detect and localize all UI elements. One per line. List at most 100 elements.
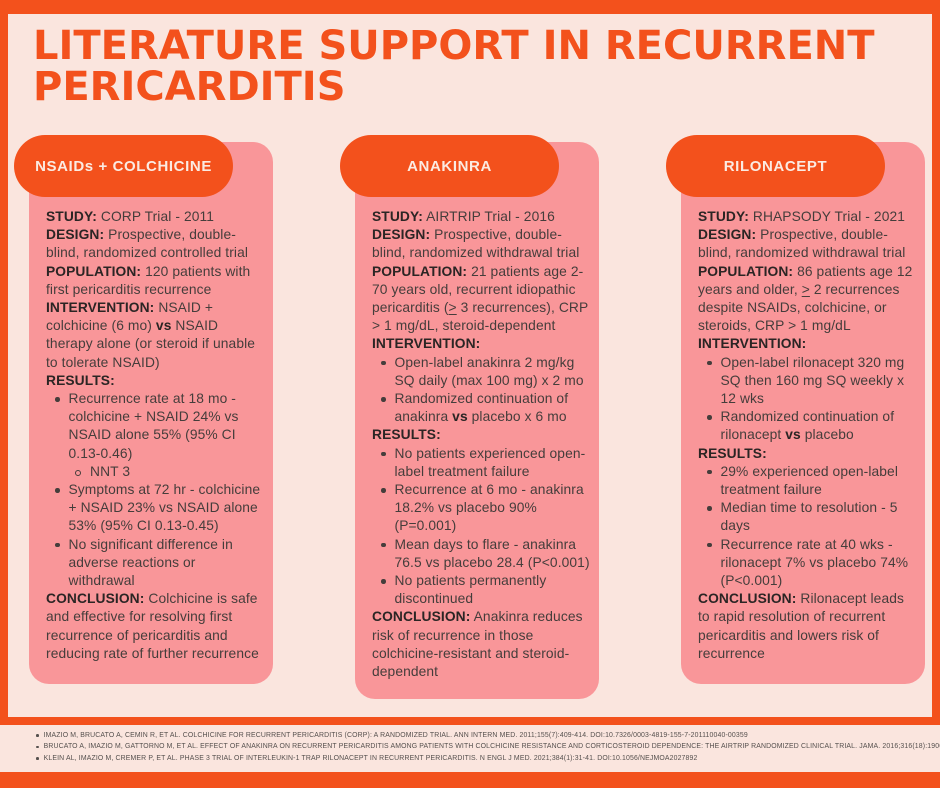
citation-item: IMAZIO M, BRUCATO A, CEMIN R, ET AL. COL…	[36, 732, 924, 740]
field-intervention: INTERVENTION:	[372, 335, 591, 353]
field-label: DESIGN:	[46, 227, 105, 243]
bullet-text: Mean days to flare - anakinra 76.5 vs pl…	[394, 536, 590, 570]
citation-text: BRUCATO A, IMAZIO M, GATTORNO M, ET AL. …	[43, 743, 940, 751]
field-study: STUDY: AIRTRIP Trial - 2016	[372, 209, 555, 224]
circle-bullet-icon	[75, 469, 81, 476]
card-header-pill-nsaids-colchicine: NSAIDs + COLCHICINE	[14, 135, 233, 197]
dot-bullet-icon	[381, 397, 386, 402]
field-label: RESULTS:	[46, 372, 115, 388]
columns: NSAIDs + COLCHICINE STUDY: CORP Trial - …	[14, 135, 928, 700]
citation-item: BRUCATO A, IMAZIO M, GATTORNO M, ET AL. …	[36, 743, 940, 751]
field-study: STUDY: CORP Trial - 2011	[46, 209, 215, 224]
bullet-text: Recurrence rate at 40 wks - rilonacept 7…	[720, 536, 909, 589]
dot-bullet-icon	[381, 488, 386, 493]
field-label: STUDY:	[46, 209, 97, 224]
bullet-item: Median time to resolution - 5 days	[698, 499, 917, 535]
bullet-item: Symptoms at 72 hr - colchicine + NSAID 2…	[46, 481, 265, 536]
citation-bullet-icon	[36, 756, 39, 760]
bullet-item: Randomized continuation of rilonacept vs…	[698, 408, 917, 444]
bullet-text: Recurrence rate at 18 mo - colchicine + …	[68, 391, 239, 461]
bullet-item: Mean days to flare - anakinra 76.5 vs pl…	[372, 536, 591, 572]
field-intervention: INTERVENTION:	[698, 335, 917, 353]
bullet-item: Open-label anakinra 2 mg/kg SQ daily (ma…	[372, 354, 591, 390]
field-label: CONCLUSION:	[372, 609, 471, 625]
page-title: LITERATURE SUPPORT IN RECURRENT PERICARD…	[33, 26, 875, 108]
bold-text: vs	[155, 318, 172, 334]
field-label: STUDY:	[698, 209, 749, 224]
bullet-item: Recurrence rate at 18 mo - colchicine + …	[46, 390, 265, 463]
bold-text: vs	[785, 427, 801, 443]
bullet-item: Randomized continuation of anakinra vs p…	[372, 390, 591, 426]
page-title-line2: PERICARDITIS	[33, 63, 346, 110]
bullet-item: No patients experienced open-label treat…	[372, 445, 591, 481]
bullet-item: Recurrence at 6 mo - anakinra 18.2% vs p…	[372, 481, 591, 536]
field-design: DESIGN: Prospective, double-blind, rando…	[372, 227, 580, 261]
bullet-text: Randomized continuation of rilonacept vs…	[720, 409, 895, 443]
dot-bullet-icon	[55, 542, 60, 548]
citation-text: KLEIN AL, IMAZIO M, CREMER P, ET AL. PHA…	[43, 754, 698, 762]
citation-bullet-icon	[36, 734, 39, 737]
dot-bullet-icon	[707, 542, 712, 548]
bullet-text: Open-label rilonacept 320 mg SQ then 160…	[720, 354, 905, 407]
bullet-item: No patients permanently discontinued	[372, 572, 591, 608]
card-header-label: RILONACEPT	[723, 157, 828, 175]
dot-bullet-icon	[55, 488, 60, 493]
bullet-item: Recurrence rate at 40 wks - rilonacept 7…	[698, 536, 917, 591]
field-results: RESULTS:	[46, 372, 265, 390]
dot-bullet-icon	[381, 360, 386, 366]
bullet-text: No patients experienced open-label treat…	[394, 445, 586, 479]
field-label: RESULTS:	[372, 427, 441, 443]
field-results: RESULTS:	[698, 445, 917, 463]
bullet-text: No patients permanently discontinued	[394, 573, 547, 607]
field-label: INTERVENTION:	[46, 300, 155, 316]
field-label: INTERVENTION:	[372, 336, 481, 352]
column-nsaids-colchicine: NSAIDs + COLCHICINE STUDY: CORP Trial - …	[14, 135, 276, 699]
field-label: POPULATION:	[372, 263, 468, 279]
bullet-text: 29% experienced open-label treatment fai…	[720, 463, 898, 498]
bullet-text: No significant difference in adverse rea…	[68, 536, 233, 589]
column-anakinra: ANAKINRA STUDY: AIRTRIP Trial - 2016 DESI…	[340, 135, 602, 700]
field-label: INTERVENTION:	[698, 336, 807, 352]
bullet-item: 29% experienced open-label treatment fai…	[698, 463, 917, 499]
field-study: STUDY: RHAPSODY Trial - 2021	[698, 209, 906, 224]
dot-bullet-icon	[381, 579, 386, 584]
sub-bullet-item: NNT 3	[46, 463, 265, 481]
dot-bullet-icon	[707, 506, 712, 511]
card-header-pill-rilonacept: RILONACEPT	[666, 135, 885, 197]
field-intervention: INTERVENTION: NSAID + colchicine (6 mo) …	[46, 300, 256, 370]
greater-equal-symbol: >	[801, 281, 810, 297]
citation-text: IMAZIO M, BRUCATO A, CEMIN R, ET AL. COL…	[43, 732, 748, 739]
bullet-text: Recurrence at 6 mo - anakinra 18.2% vs p…	[394, 482, 584, 534]
card-header-pill-anakinra: ANAKINRA	[340, 135, 559, 197]
bullet-item: No significant difference in adverse rea…	[46, 536, 265, 591]
dot-bullet-icon	[381, 451, 386, 457]
field-label: DESIGN:	[698, 227, 757, 243]
field-label: POPULATION:	[698, 263, 794, 279]
card-body-anakinra: STUDY: AIRTRIP Trial - 2016 DESIGN: Prosp…	[355, 142, 599, 700]
field-design: DESIGN: Prospective, double-blind, rando…	[698, 227, 906, 261]
field-conclusion: CONCLUSION: Colchicine is safe and effec…	[46, 591, 259, 661]
main-panel: LITERATURE SUPPORT IN RECURRENT PERICARD…	[8, 14, 932, 717]
citations-footer: IMAZIO M, BRUCATO A, CEMIN R, ET AL. COL…	[0, 725, 940, 772]
field-conclusion: CONCLUSION: Rilonacept leads to rapid re…	[698, 591, 904, 661]
bullet-text: NNT 3	[90, 463, 131, 479]
field-population: POPULATION: 120 patients with first peri…	[46, 263, 251, 297]
bullet-text: Randomized continuation of anakinra vs p…	[394, 391, 569, 425]
dot-bullet-icon	[707, 415, 712, 420]
field-label: DESIGN:	[372, 227, 431, 243]
bold-text: vs	[452, 409, 468, 425]
card-body-rilonacept: STUDY: RHAPSODY Trial - 2021 DESIGN: Pros…	[681, 142, 925, 684]
dot-bullet-icon	[381, 542, 386, 548]
dot-bullet-icon	[707, 469, 712, 475]
card-header-label: NSAIDs + COLCHICINE	[35, 157, 212, 175]
field-label: RESULTS:	[698, 445, 767, 461]
field-label: CONCLUSION:	[46, 591, 145, 607]
page-title-line1: LITERATURE SUPPORT IN RECURRENT	[33, 23, 875, 69]
field-label: STUDY:	[372, 209, 423, 224]
field-conclusion: CONCLUSION: Anakinra reduces risk of rec…	[372, 609, 583, 680]
bullet-item: Open-label rilonacept 320 mg SQ then 160…	[698, 354, 917, 409]
card-header-label: ANAKINRA	[407, 157, 492, 175]
field-population: POPULATION: 86 patients age 12 years and…	[698, 263, 913, 334]
field-label: POPULATION:	[46, 263, 142, 279]
